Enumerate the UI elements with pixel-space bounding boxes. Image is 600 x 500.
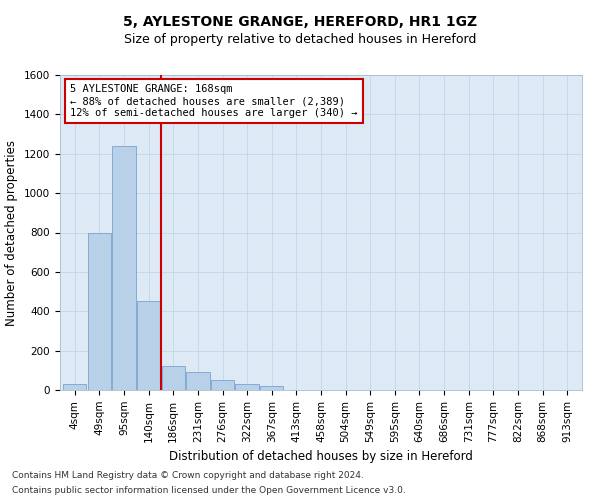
Text: Contains public sector information licensed under the Open Government Licence v3: Contains public sector information licen…	[12, 486, 406, 495]
Bar	[63, 384, 86, 390]
Bar	[88, 232, 111, 390]
Bar	[112, 146, 136, 390]
Bar	[260, 386, 283, 390]
Text: 5, AYLESTONE GRANGE, HEREFORD, HR1 1GZ: 5, AYLESTONE GRANGE, HEREFORD, HR1 1GZ	[123, 15, 477, 29]
X-axis label: Distribution of detached houses by size in Hereford: Distribution of detached houses by size …	[169, 450, 473, 463]
Bar	[235, 384, 259, 390]
Bar	[137, 302, 160, 390]
Bar	[211, 380, 234, 390]
Bar	[186, 372, 209, 390]
Text: 5 AYLESTONE GRANGE: 168sqm
← 88% of detached houses are smaller (2,389)
12% of s: 5 AYLESTONE GRANGE: 168sqm ← 88% of deta…	[70, 84, 358, 117]
Text: Contains HM Land Registry data © Crown copyright and database right 2024.: Contains HM Land Registry data © Crown c…	[12, 471, 364, 480]
Y-axis label: Number of detached properties: Number of detached properties	[5, 140, 19, 326]
Text: Size of property relative to detached houses in Hereford: Size of property relative to detached ho…	[124, 32, 476, 46]
Bar	[161, 366, 185, 390]
